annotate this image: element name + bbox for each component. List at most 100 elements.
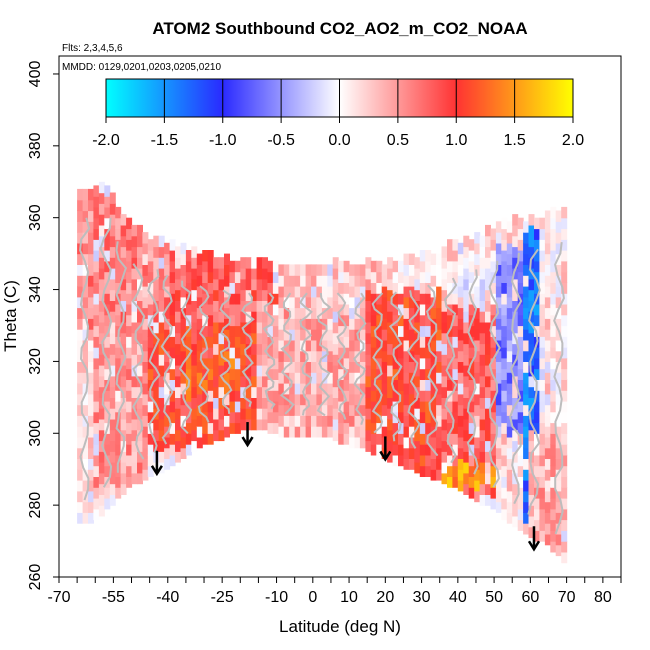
- heatmap-cell: [137, 332, 143, 345]
- heatmap-cell: [202, 271, 209, 283]
- heatmap-cell: [354, 296, 361, 309]
- heatmap-cell: [370, 400, 377, 413]
- heatmap-cell: [414, 462, 421, 474]
- heatmap-cell: [479, 343, 486, 355]
- heatmap-cell: [457, 350, 464, 362]
- heatmap-cell: [245, 365, 252, 377]
- heatmap-cell: [229, 357, 236, 370]
- heatmap-cell: [523, 415, 530, 427]
- heatmap-cell: [278, 393, 285, 406]
- heatmap-cell: [321, 415, 328, 427]
- heatmap-cell: [93, 368, 100, 380]
- heatmap-cell: [523, 307, 530, 319]
- heatmap-cell: [528, 300, 535, 312]
- heatmap-cell: [523, 523, 530, 535]
- heatmap-cell: [77, 350, 84, 362]
- heatmap-cell: [501, 390, 508, 402]
- heatmap-cell: [528, 408, 535, 420]
- heatmap-cell: [452, 368, 459, 380]
- heatmap-cell: [224, 296, 230, 309]
- heatmap-cell: [327, 404, 334, 416]
- heatmap-cell: [104, 196, 111, 208]
- heatmap-cell: [262, 386, 268, 398]
- heatmap-cell: [180, 253, 187, 265]
- heatmap-cell: [115, 347, 122, 359]
- heatmap-cell: [539, 519, 546, 531]
- heatmap-cell: [137, 429, 143, 442]
- heatmap-cell: [495, 264, 502, 276]
- heatmap-cell: [457, 253, 464, 265]
- heatmap-cell: [457, 242, 464, 255]
- heatmap-cell: [272, 357, 279, 370]
- heatmap-cell: [115, 303, 122, 316]
- heatmap-cell: [109, 365, 116, 377]
- heatmap-cell: [555, 393, 562, 406]
- heatmap-cell: [327, 296, 334, 309]
- heatmap-cell: [147, 411, 154, 424]
- heatmap-cell: [93, 508, 100, 521]
- heatmap-cell: [131, 224, 138, 237]
- heatmap-cell: [77, 318, 84, 330]
- heatmap-cell: [343, 433, 350, 445]
- heatmap-cell: [544, 242, 551, 255]
- heatmap-cell: [485, 408, 491, 420]
- heatmap-cell: [365, 268, 372, 280]
- heatmap-cell: [207, 303, 214, 316]
- heatmap-cell: [457, 393, 464, 406]
- heatmap-cell: [370, 357, 377, 370]
- heatmap-cell: [191, 397, 198, 409]
- heatmap-cell: [381, 393, 388, 406]
- heatmap-cell: [359, 264, 366, 276]
- heatmap-cell: [88, 242, 94, 255]
- flight-profile: [316, 293, 332, 417]
- heatmap-cell: [142, 329, 149, 341]
- heatmap-cell: [490, 239, 497, 251]
- heatmap-cell: [196, 264, 203, 276]
- heatmap-cell: [191, 246, 198, 258]
- heatmap-cell: [316, 350, 323, 362]
- heatmap-cell: [550, 325, 557, 337]
- heatmap-cell: [82, 501, 89, 513]
- heatmap-cell: [104, 347, 111, 359]
- heatmap-cell: [77, 501, 84, 513]
- heatmap-cell: [109, 278, 116, 291]
- heatmap-cell: [403, 296, 410, 309]
- heatmap-cell: [213, 354, 220, 366]
- heatmap-cell: [131, 235, 138, 248]
- heatmap-cell: [354, 436, 361, 449]
- heatmap-cell: [98, 300, 105, 312]
- heatmap-cell: [387, 386, 394, 398]
- heatmap-cell: [142, 275, 149, 287]
- heatmap-cell: [398, 271, 404, 283]
- colorbar-tick-label: -1.5: [151, 132, 179, 149]
- heatmap-cell: [457, 383, 464, 395]
- heatmap-cell: [109, 321, 116, 334]
- heatmap-cell: [147, 465, 154, 477]
- heatmap-cell: [517, 239, 524, 251]
- heatmap-cell: [474, 469, 481, 481]
- heatmap-cell: [534, 411, 540, 424]
- heatmap-cell: [419, 336, 426, 348]
- heatmap-cell: [425, 293, 432, 305]
- heatmap-cell: [120, 418, 127, 431]
- flight-profile: [509, 252, 523, 505]
- heatmap-cell: [555, 318, 562, 330]
- heatmap-cell: [267, 357, 274, 370]
- heatmap-cell: [392, 303, 399, 316]
- heatmap-cell: [430, 318, 437, 330]
- heatmap-cell: [414, 440, 421, 452]
- heatmap-cell: [180, 361, 187, 373]
- heatmap-cell: [262, 268, 268, 280]
- heatmap-cell: [88, 480, 94, 492]
- heatmap-cell: [131, 386, 138, 398]
- heatmap-cell: [398, 368, 404, 380]
- heatmap-cell: [191, 289, 198, 301]
- heatmap-cell: [137, 408, 143, 420]
- heatmap-cell: [169, 390, 176, 402]
- flight-profile: [407, 290, 421, 449]
- heatmap-cell: [82, 221, 89, 233]
- heatmap-cell: [158, 311, 165, 323]
- heatmap-cell: [359, 426, 366, 438]
- heatmap-cell: [77, 275, 84, 287]
- heatmap-cell: [283, 415, 290, 427]
